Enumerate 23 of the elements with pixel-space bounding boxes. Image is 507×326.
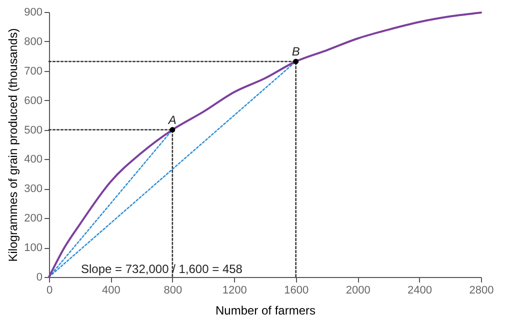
y-tick-label: 100 — [24, 242, 42, 254]
annotation: B — [292, 44, 300, 58]
y-tick-label: 900 — [24, 6, 42, 18]
x-tick-label: 400 — [102, 284, 120, 296]
y-tick-label: 300 — [24, 183, 42, 196]
y-tick-label: 400 — [24, 154, 42, 166]
x-tick-label: 2000 — [346, 284, 370, 296]
x-tick-label: 2800 — [469, 284, 494, 296]
y-tick-label: 500 — [24, 124, 42, 136]
x-tick-label: 800 — [164, 284, 182, 296]
x-tick-label: 2400 — [408, 284, 432, 296]
x-tick-label: 0 — [46, 284, 53, 296]
annotation: A — [167, 112, 176, 127]
y-tick-label: 800 — [24, 36, 42, 48]
annotation: Slope = 732,000 / 1,600 = 458 — [81, 262, 243, 276]
y-tick-label: 600 — [24, 94, 42, 107]
x-tick-label: 1200 — [222, 284, 247, 296]
y-tick-label: 0 — [36, 272, 42, 284]
y-tick-label: 200 — [24, 212, 42, 225]
x-tick-label: 1600 — [284, 284, 309, 296]
x-axis-title: Number of farmers — [215, 304, 316, 318]
y-tick-label: 700 — [24, 65, 42, 78]
y-axis-title: Kilogrammes of grain produced (thousands) — [6, 28, 20, 262]
